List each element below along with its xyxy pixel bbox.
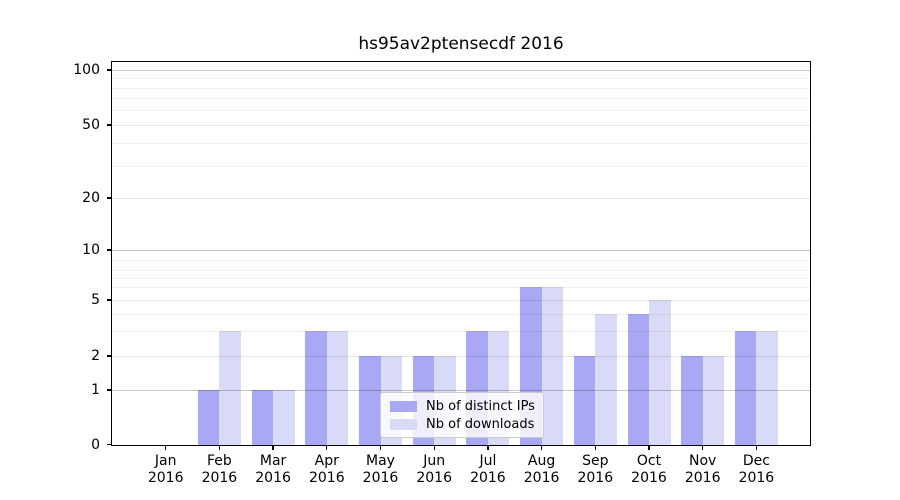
y-tick-mark <box>106 69 112 71</box>
y-tick-mark <box>106 389 112 391</box>
x-tick-mark <box>594 444 596 450</box>
gridline-3 <box>112 331 810 332</box>
grid-layer <box>112 62 810 445</box>
x-tick-label: Jul 2016 <box>470 452 506 487</box>
bar-nb-of-distinct-ips <box>197 390 220 445</box>
gridline-90 <box>112 78 810 79</box>
x-tick-label: Oct 2016 <box>631 452 667 487</box>
gridline-6 <box>112 287 810 288</box>
bar-nb-of-downloads <box>649 300 671 445</box>
bar-nb-of-distinct-ips <box>734 331 757 445</box>
y-tick-mark <box>106 443 112 446</box>
gridline-80 <box>112 88 810 89</box>
gridline-60 <box>112 110 810 111</box>
gridline-100 <box>112 70 810 71</box>
bar-nb-of-distinct-ips <box>681 356 703 445</box>
bar-nb-of-distinct-ips <box>627 314 649 445</box>
x-tick-label: Aug 2016 <box>523 452 560 487</box>
legend-item-downloads: Nb of downloads <box>390 416 535 432</box>
bar-nb-of-downloads <box>219 331 241 445</box>
y-tick-mark <box>106 124 112 126</box>
y-tick-label: 0 <box>91 436 100 453</box>
x-tick-mark <box>272 444 274 450</box>
gridline-70 <box>112 98 810 99</box>
bars-layer <box>112 62 810 445</box>
gridline-1 <box>112 390 810 391</box>
legend-item-distinct-ips: Nb of distinct IPs <box>390 398 535 414</box>
x-tick-mark <box>702 444 704 450</box>
gridline-10 <box>112 250 810 251</box>
x-tick-mark <box>755 444 758 450</box>
bar-nb-of-downloads <box>756 331 778 445</box>
x-tick-mark <box>165 444 167 450</box>
gridline-7 <box>112 278 810 279</box>
y-tick-label: 5 <box>91 292 100 308</box>
y-tick-label: 2 <box>91 348 100 364</box>
gridline-20 <box>112 198 810 199</box>
y-tick-label: 100 <box>73 62 100 78</box>
x-tick-label: Apr 2016 <box>308 452 345 487</box>
y-tick-label: 10 <box>82 242 100 258</box>
x-tick-mark <box>218 444 221 450</box>
x-tick-mark <box>648 444 650 450</box>
legend-swatch-distinct-ips <box>390 400 417 412</box>
x-tick-label: Feb 2016 <box>201 452 238 487</box>
gridline-30 <box>112 166 810 167</box>
plot-area <box>111 61 811 446</box>
bar-nb-of-downloads <box>541 287 564 445</box>
x-tick-mark <box>433 444 435 450</box>
x-tick-label: Sep 2016 <box>577 452 614 487</box>
bar-nb-of-distinct-ips <box>573 356 596 445</box>
legend: Nb of distinct IPs Nb of downloads <box>380 392 544 438</box>
y-tick-mark <box>106 249 112 251</box>
x-tick-label: Dec 2016 <box>738 452 775 487</box>
x-tick-mark <box>379 444 382 450</box>
gridline-40 <box>112 143 810 144</box>
x-tick-label: Jan 2016 <box>147 452 184 487</box>
bar-nb-of-distinct-ips <box>305 331 327 445</box>
y-tick-label: 20 <box>82 190 100 206</box>
bar-nb-of-distinct-ips <box>359 356 381 445</box>
y-tick-mark <box>106 299 112 301</box>
x-tick-mark <box>540 444 543 450</box>
x-tick-label: Nov 2016 <box>684 452 721 487</box>
gridline-9 <box>112 260 810 261</box>
x-tick-label: Jun 2016 <box>416 452 452 487</box>
chart-title: hs95av2ptensecdf 2016 <box>358 34 564 54</box>
y-tick-mark <box>106 197 112 199</box>
gridline-4 <box>112 314 810 315</box>
legend-swatch-downloads <box>390 418 417 430</box>
y-tick-label: 50 <box>82 117 100 133</box>
gridline-2 <box>112 356 810 357</box>
x-tick-label: May 2016 <box>362 452 399 487</box>
legend-label-distinct-ips: Nb of distinct IPs <box>426 398 535 414</box>
bar-nb-of-downloads <box>702 356 725 445</box>
bar-nb-of-downloads <box>273 390 295 445</box>
legend-label-downloads: Nb of downloads <box>426 416 535 432</box>
x-tick-label: Mar 2016 <box>255 452 291 487</box>
bar-nb-of-downloads <box>595 314 617 445</box>
gridline-5 <box>112 300 810 301</box>
x-tick-mark <box>326 444 328 450</box>
bar-nb-of-distinct-ips <box>251 390 274 445</box>
bar-nb-of-downloads <box>326 331 349 445</box>
x-tick-mark <box>487 444 489 450</box>
y-tick-label: 1 <box>91 382 100 398</box>
gridline-8 <box>112 270 810 271</box>
y-tick-mark <box>106 355 112 357</box>
gridline-50 <box>112 125 810 126</box>
